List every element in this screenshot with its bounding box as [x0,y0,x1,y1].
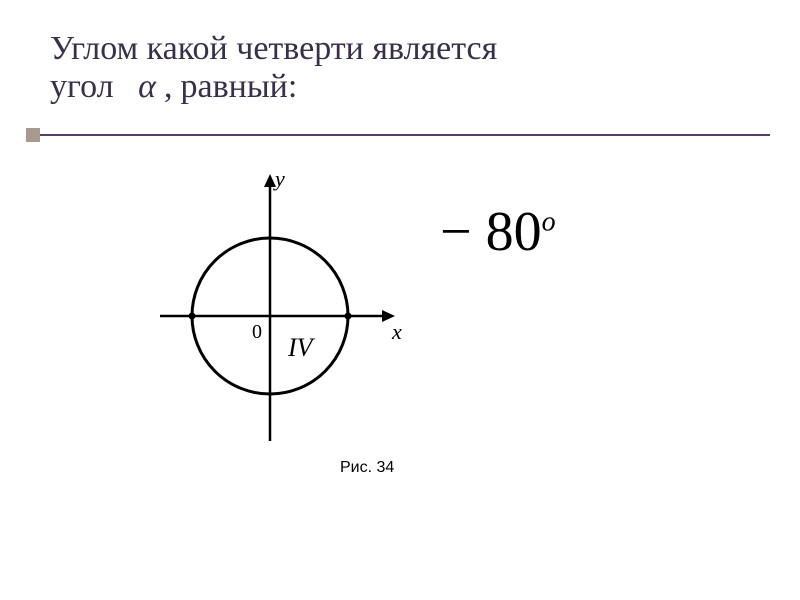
unit-circle-diagram: y x 0 IV Рис. 34 [130,161,410,501]
title-line2: угол α , равный: [50,68,750,106]
origin-label: 0 [252,321,262,344]
right-point [345,313,352,320]
x-axis-label: x [392,319,402,345]
quadrant-label: IV [288,333,313,363]
angle-number: − 80 [440,201,542,263]
comma: , [164,68,173,106]
title-word-ugol: угол [50,68,114,106]
y-axis-label: y [275,166,285,192]
diagram-svg [130,161,410,481]
figure-caption: Рис. 34 [340,459,394,477]
alpha-symbol: α [138,68,156,106]
title-line1: Углом какой четверти является [50,30,750,68]
angle-value: − 80o [440,200,556,264]
decor-square [26,128,40,142]
title-word-ravnyy: равный: [180,68,297,106]
angle-degree: o [542,206,556,237]
slide-container: Углом какой четверти является угол α , р… [0,0,800,600]
left-point [189,313,196,320]
title-area: Углом какой четверти является угол α , р… [50,30,750,106]
divider-line [40,134,770,136]
content-area: y x 0 IV Рис. 34 [50,161,750,501]
